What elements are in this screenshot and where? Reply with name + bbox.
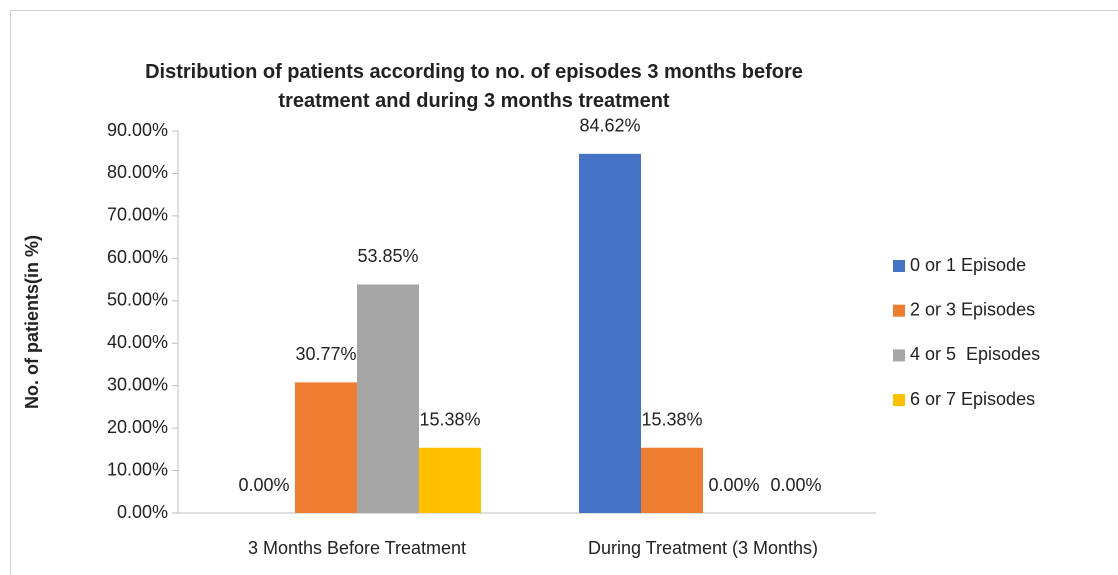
chart-border <box>10 10 1118 575</box>
legend-label: 2 or 3 Episodes <box>910 299 1035 319</box>
legend-swatch <box>893 394 905 407</box>
legend-swatch <box>893 260 905 272</box>
y-tick-label: 10.00% <box>107 459 168 479</box>
value-label: 0.00% <box>770 475 821 495</box>
legend-swatch <box>893 349 905 362</box>
y-tick-label: 30.00% <box>107 374 168 394</box>
y-tick-label: 70.00% <box>107 205 168 225</box>
x-tick-label: 3 Months Before Treatment <box>248 538 466 558</box>
y-tick-label: 20.00% <box>107 417 168 437</box>
bar <box>579 153 641 513</box>
value-label: 15.38% <box>641 409 702 429</box>
bar <box>641 447 703 513</box>
bar <box>357 284 419 513</box>
y-tick-label: 0.00% <box>117 502 168 522</box>
y-tick-label: 50.00% <box>107 290 168 310</box>
y-axis-label: No. of patients(in %) <box>22 235 42 409</box>
value-label: 53.85% <box>357 246 418 266</box>
bar <box>295 382 357 513</box>
bar <box>419 447 481 513</box>
legend-label: 0 or 1 Episode <box>910 255 1026 275</box>
value-label: 15.38% <box>419 409 480 429</box>
legend-swatch <box>893 304 905 317</box>
value-label: 0.00% <box>238 475 289 495</box>
legend-label: 6 or 7 Episodes <box>910 389 1035 409</box>
value-label: 0.00% <box>708 475 759 495</box>
y-tick-label: 60.00% <box>107 247 168 267</box>
y-tick-label: 40.00% <box>107 332 168 352</box>
value-label: 30.77% <box>295 344 356 364</box>
y-tick-label: 80.00% <box>107 162 168 182</box>
value-label: 84.62% <box>579 116 640 136</box>
x-tick-label: During Treatment (3 Months) <box>588 538 818 558</box>
y-tick-label: 90.00% <box>107 120 168 140</box>
legend-label: 4 or 5 Episodes <box>910 344 1040 364</box>
chart-title: Distribution of patients according to no… <box>145 61 803 112</box>
